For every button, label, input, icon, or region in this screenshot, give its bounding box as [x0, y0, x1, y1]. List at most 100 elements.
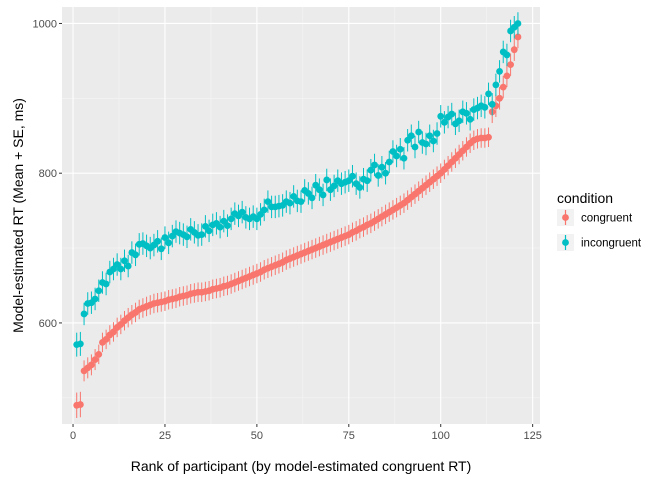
legend-key-congruent	[557, 209, 574, 226]
data-point	[507, 61, 514, 69]
x-tick-label: 75	[343, 430, 355, 442]
data-point	[312, 181, 320, 189]
data-point	[485, 90, 492, 98]
legend-label-congruent: congruent	[581, 213, 633, 225]
x-axis: 0 25 50 75 100 125	[70, 424, 542, 442]
data-point	[110, 265, 117, 273]
data-point	[503, 51, 511, 59]
x-tick-label: 25	[159, 430, 171, 442]
data-point	[441, 118, 448, 126]
data-point	[95, 350, 103, 358]
y-tick-label: 1000	[33, 18, 57, 30]
data-point	[124, 262, 132, 270]
data-point	[367, 166, 375, 174]
data-point	[437, 112, 445, 120]
data-point	[455, 117, 463, 125]
data-point	[356, 184, 364, 191]
data-point	[499, 83, 507, 91]
data-point	[76, 401, 84, 408]
data-point	[378, 163, 386, 171]
data-point	[510, 46, 518, 54]
data-point	[91, 356, 99, 364]
data-point	[227, 215, 235, 223]
data-point	[363, 177, 371, 185]
data-point	[389, 148, 397, 155]
x-tick-label: 50	[251, 430, 263, 442]
data-point	[411, 143, 419, 151]
data-point	[80, 310, 88, 318]
data-point	[404, 136, 412, 144]
data-point	[308, 194, 316, 202]
legend: condition congruent incongruent	[557, 190, 642, 251]
data-point	[168, 232, 176, 240]
y-tick-label: 800	[39, 168, 57, 180]
data-point	[422, 140, 430, 148]
data-series	[73, 12, 522, 419]
data-point	[503, 72, 511, 80]
data-point	[202, 222, 209, 230]
data-point	[76, 340, 84, 348]
data-point	[121, 257, 128, 265]
data-point	[95, 287, 103, 295]
data-point	[165, 239, 173, 247]
x-axis-title: Rank of participant (by model-estimated …	[131, 458, 472, 474]
data-point	[117, 265, 125, 273]
major-gridlines	[62, 7, 540, 424]
data-point	[400, 154, 408, 162]
data-point	[319, 191, 327, 199]
data-point	[157, 245, 165, 253]
plot-panel	[62, 7, 540, 424]
data-point	[496, 94, 503, 102]
x-tick-label: 100	[432, 430, 450, 442]
data-point	[492, 81, 500, 89]
data-point	[253, 215, 261, 223]
data-point	[426, 132, 434, 140]
y-tick-label: 600	[39, 318, 57, 330]
legend-key-incongruent	[557, 234, 574, 251]
y-axis-title: Model-estimated RT (Mean + SE, ms)	[10, 98, 26, 333]
data-point	[132, 251, 139, 259]
data-point	[382, 169, 389, 177]
data-point	[415, 128, 423, 136]
data-point	[371, 161, 378, 169]
data-point	[481, 103, 489, 111]
data-point	[102, 280, 110, 288]
data-point	[514, 33, 522, 41]
data-point	[183, 233, 191, 241]
data-point	[385, 158, 393, 166]
data-point	[374, 172, 382, 179]
data-point	[488, 100, 496, 108]
data-point	[264, 198, 272, 206]
data-point	[110, 328, 117, 336]
data-point	[154, 237, 162, 245]
data-point	[224, 222, 231, 230]
data-point	[349, 172, 356, 180]
y-axis: 600 800 1000	[33, 18, 62, 330]
data-point	[198, 231, 206, 238]
legend-marker-congruent	[562, 214, 569, 221]
series-congruent	[73, 25, 522, 419]
data-point	[463, 109, 470, 117]
data-point	[260, 206, 268, 214]
data-point	[297, 198, 305, 206]
data-point	[429, 137, 437, 145]
data-point	[304, 190, 312, 197]
data-point	[485, 133, 492, 141]
data-point	[433, 130, 441, 137]
data-point	[345, 177, 353, 185]
data-point	[88, 361, 95, 369]
data-point	[514, 20, 522, 27]
data-point	[161, 234, 169, 241]
data-point	[257, 210, 264, 218]
data-point	[396, 145, 404, 153]
data-point	[393, 152, 400, 160]
data-point	[330, 182, 338, 190]
legend-label-incongruent: incongruent	[581, 238, 642, 250]
data-point	[238, 208, 246, 216]
data-point	[216, 223, 224, 231]
series-incongruent	[73, 12, 522, 357]
legend-marker-incongruent	[562, 239, 569, 246]
data-point	[315, 186, 323, 194]
data-point	[220, 217, 228, 225]
